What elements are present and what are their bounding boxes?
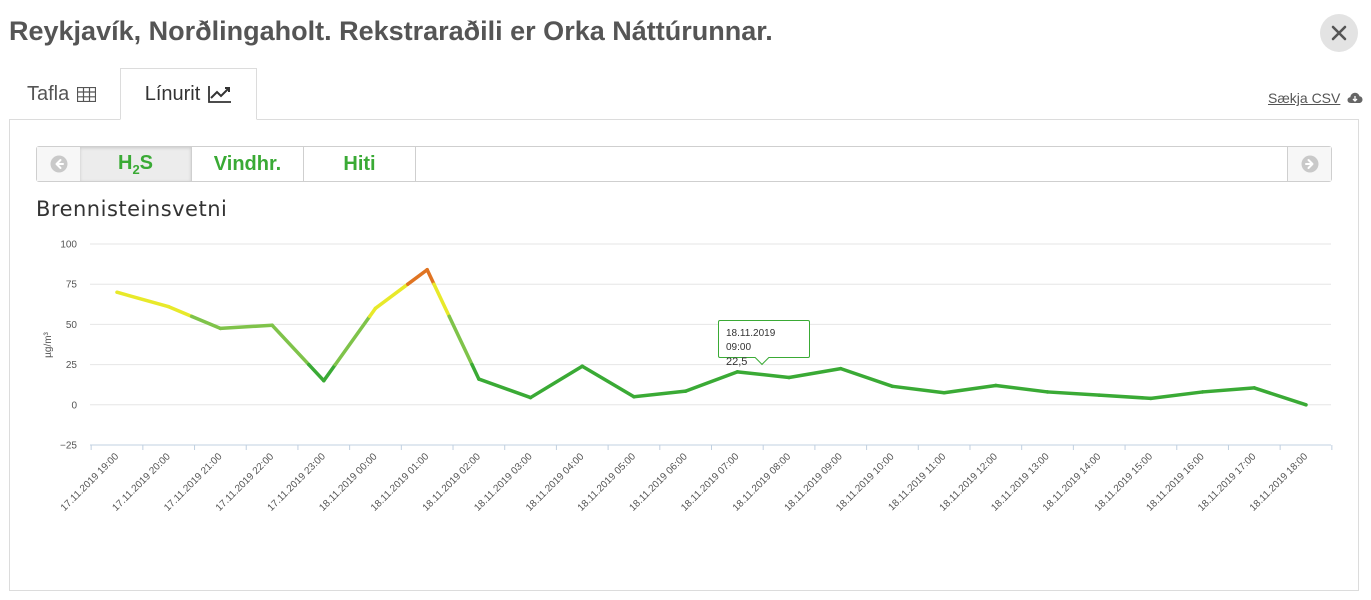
chart-title: Brennisteinsvetni bbox=[36, 197, 228, 221]
chart-panel bbox=[9, 119, 1359, 591]
param-hiti-label: Hiti bbox=[343, 152, 376, 175]
close-button[interactable] bbox=[1320, 14, 1358, 52]
param-h2s-label: H2S bbox=[117, 151, 154, 177]
param-vindhr-label: Vindhr. bbox=[213, 152, 282, 175]
parameter-selector: H2S Vindhr. Hiti bbox=[36, 146, 1332, 182]
arrow-left-icon bbox=[50, 155, 67, 173]
param-h2s[interactable]: H2S bbox=[80, 147, 192, 181]
tab-table[interactable]: Tafla bbox=[9, 68, 120, 120]
tooltip-value: 22,5 bbox=[726, 356, 748, 368]
close-icon bbox=[1331, 25, 1347, 41]
cloud-download-icon bbox=[1347, 92, 1363, 104]
scroll-left-button[interactable] bbox=[37, 147, 81, 181]
chart-tooltip: 18.11.2019 09:00 22,5 bbox=[718, 320, 810, 368]
tab-line-chart[interactable]: Línurit bbox=[120, 68, 257, 120]
param-vindhr[interactable]: Vindhr. bbox=[192, 147, 304, 181]
tooltip-time: 18.11.2019 09:00 bbox=[726, 328, 776, 353]
arrow-right-icon bbox=[1301, 155, 1318, 173]
scroll-right-button[interactable] bbox=[1287, 147, 1331, 181]
param-hiti[interactable]: Hiti bbox=[304, 147, 416, 181]
table-icon bbox=[77, 86, 97, 102]
download-csv-label: Sækja CSV bbox=[1268, 90, 1341, 106]
page-title: Reykjavík, Norðlingaholt. Rekstraraðili … bbox=[9, 16, 773, 46]
tab-table-label: Tafla bbox=[27, 82, 70, 105]
line-chart-icon bbox=[208, 85, 232, 103]
download-csv-link[interactable]: Sækja CSV bbox=[1268, 90, 1363, 106]
tab-line-chart-label: Línurit bbox=[144, 82, 201, 105]
